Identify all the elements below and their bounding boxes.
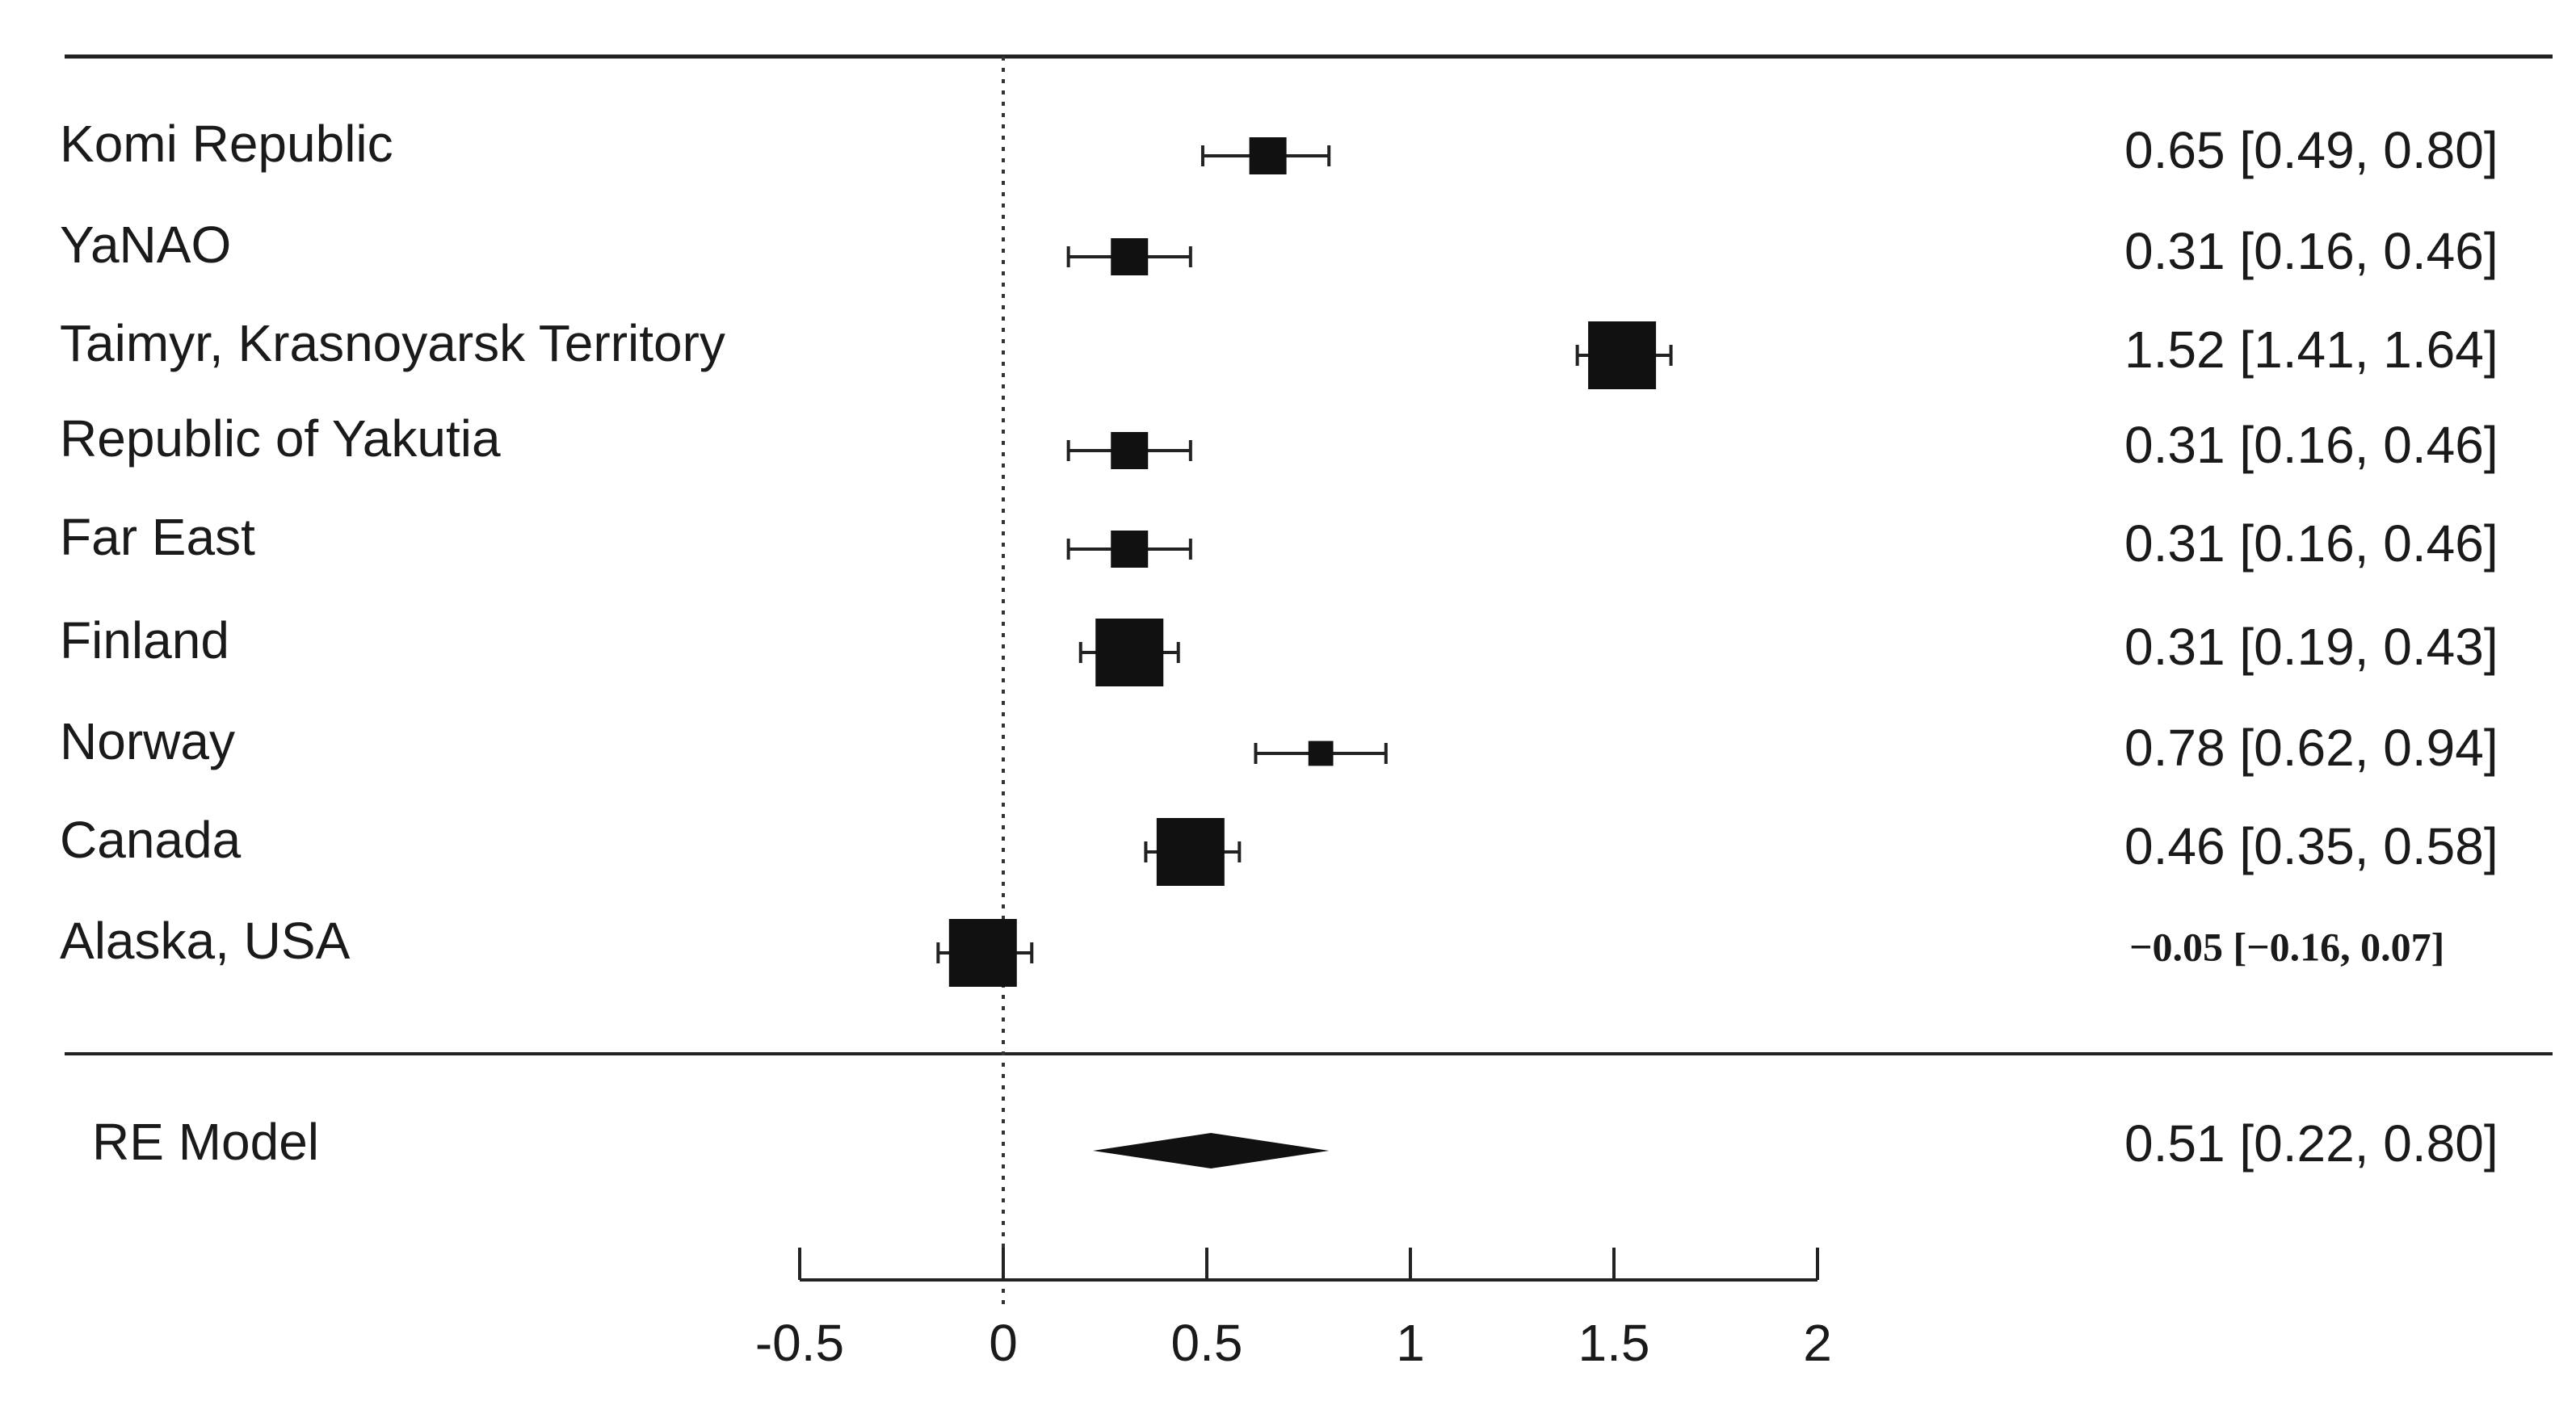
x-axis: -0.5 0 0.5 1 1.5 2 bbox=[755, 1248, 1832, 1372]
study-row: Taimyr, Krasnoyarsk Territory 1.52 [1.41,… bbox=[60, 314, 2498, 389]
study-row: Far East 0.31 [0.16, 0.46] bbox=[60, 508, 2498, 573]
x-tick-label: 0.5 bbox=[1171, 1314, 1243, 1372]
study-label: YaNAO bbox=[60, 216, 231, 274]
ci-value: −0.05 [−0.16, 0.07] bbox=[2129, 924, 2444, 969]
summary-diamond bbox=[1092, 1133, 1330, 1168]
x-tick-label: 1 bbox=[1396, 1314, 1425, 1372]
ci-value: 1.52 [1.41, 1.64] bbox=[2124, 321, 2498, 379]
x-tick-label: 1.5 bbox=[1578, 1314, 1650, 1372]
point-estimate bbox=[1111, 432, 1149, 469]
ci-value: 0.65 [0.49, 0.80] bbox=[2124, 121, 2498, 179]
study-label: Far East bbox=[60, 508, 255, 566]
summary-label: RE Model bbox=[92, 1113, 319, 1171]
study-row: Canada 0.46 [0.35, 0.58] bbox=[60, 811, 2498, 886]
study-row: Norway 0.78 [0.62, 0.94] bbox=[60, 712, 2498, 777]
ci-value: 0.31 [0.16, 0.46] bbox=[2124, 416, 2498, 474]
study-label: Taimyr, Krasnoyarsk Territory bbox=[60, 314, 725, 372]
ci-value: 0.46 [0.35, 0.58] bbox=[2124, 817, 2498, 875]
study-row: Alaska, USA −0.05 [−0.16, 0.07] bbox=[60, 912, 2444, 987]
point-estimate bbox=[1156, 818, 1225, 886]
point-estimate bbox=[1095, 619, 1164, 686]
point-estimate bbox=[1588, 321, 1657, 389]
study-row: YaNAO 0.31 [0.16, 0.46] bbox=[60, 216, 2498, 280]
study-label: Komi Republic bbox=[60, 115, 393, 173]
point-estimate bbox=[1308, 740, 1334, 766]
x-tick-label: 2 bbox=[1803, 1314, 1832, 1372]
point-estimate bbox=[948, 919, 1017, 987]
summary-row: RE Model 0.51 [0.22, 0.80] bbox=[92, 1113, 2498, 1173]
study-label: Republic of Yakutia bbox=[60, 409, 501, 468]
point-estimate bbox=[1249, 137, 1287, 174]
ci-value: 0.31 [0.19, 0.43] bbox=[2124, 618, 2498, 676]
point-estimate bbox=[1111, 238, 1149, 275]
study-rows: Komi Republic 0.65 [0.49, 0.80] YaNAO 0.31 … bbox=[60, 115, 2498, 987]
study-label: Alaska, USA bbox=[60, 912, 351, 970]
study-label: Norway bbox=[60, 712, 235, 770]
x-tick-label: -0.5 bbox=[755, 1314, 844, 1372]
summary-ci-value: 0.51 [0.22, 0.80] bbox=[2124, 1114, 2498, 1173]
point-estimate bbox=[1111, 531, 1149, 568]
ci-value: 0.78 [0.62, 0.94] bbox=[2124, 719, 2498, 777]
ci-value: 0.31 [0.16, 0.46] bbox=[2124, 222, 2498, 280]
ci-value: 0.31 [0.16, 0.46] bbox=[2124, 514, 2498, 573]
study-label: Canada bbox=[60, 811, 242, 869]
study-row: Komi Republic 0.65 [0.49, 0.80] bbox=[60, 115, 2498, 179]
x-tick-label: 0 bbox=[989, 1314, 1018, 1372]
study-row: Finland 0.31 [0.19, 0.43] bbox=[60, 611, 2498, 686]
study-row: Republic of Yakutia 0.31 [0.16, 0.46] bbox=[60, 409, 2498, 474]
study-label: Finland bbox=[60, 611, 229, 669]
